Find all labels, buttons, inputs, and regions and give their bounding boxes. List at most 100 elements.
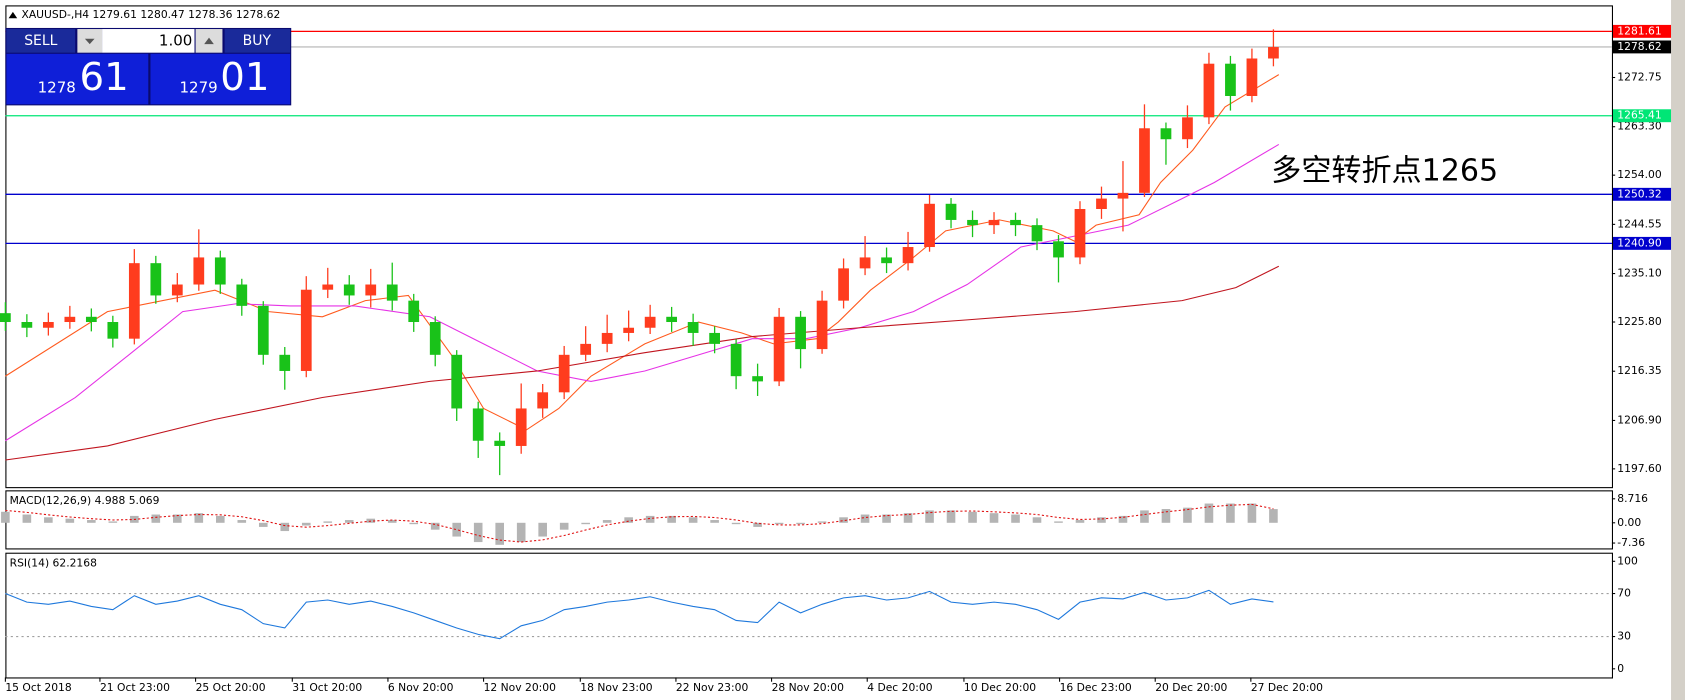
lot-field[interactable] [102, 29, 195, 53]
buy-price-box[interactable] [150, 53, 291, 105]
macd-bar [258, 522, 268, 527]
rsi-frame [5, 552, 1614, 679]
x-tick-label: 22 Nov 23:00 [676, 681, 749, 694]
macd-bar [1140, 510, 1149, 523]
price-tag [1613, 24, 1672, 38]
candle-body [601, 332, 613, 344]
candle-body [644, 316, 656, 328]
y-tick-label: 1216.35 [1617, 364, 1661, 377]
macd-bar [344, 520, 354, 523]
candle-body [558, 354, 570, 393]
y-tick-label: 0 [1617, 662, 1624, 675]
y-tick-label: 1235.10 [1617, 267, 1662, 280]
sell-price-pips: 61 [80, 55, 129, 100]
candle-body [171, 284, 183, 296]
candle-body [322, 284, 334, 290]
macd-bar [1032, 517, 1042, 523]
macd-signal [5, 503, 1274, 543]
symbol-info: XAUUSD-,H4 1279.61 1280.47 1278.36 1278.… [21, 8, 280, 21]
macd-bar [495, 522, 504, 545]
annotation: 多空转折点1265 [1271, 154, 1498, 189]
macd-bar [1247, 503, 1257, 523]
candle-body [128, 263, 140, 339]
macd-bar [22, 514, 32, 523]
macd-bar [860, 514, 870, 523]
candle-body [838, 268, 849, 301]
y-tick-label: 70 [1617, 587, 1631, 600]
macd-bar [731, 522, 741, 525]
price-tag-label: 1240.90 [1617, 236, 1662, 249]
price-tag-label: 1281.61 [1617, 24, 1661, 37]
macd-bar [194, 513, 204, 523]
buy-button[interactable] [224, 29, 291, 53]
one-click-trading: SELL 1.00 BUY 1278 61 1279 01 [5, 27, 292, 106]
macd-bar [1226, 503, 1235, 523]
macd-bar [473, 522, 483, 543]
macd-bar [173, 514, 182, 523]
plot-layer: 1197.60 1206.90 1216.35 1225.80 1235.10 1244.… [0, 24, 1672, 694]
candle-body [42, 322, 54, 328]
macd-bar [839, 517, 848, 523]
macd-bar [215, 515, 225, 523]
candle-body [773, 316, 785, 382]
candle-body [924, 203, 935, 248]
macd-bar [516, 522, 526, 543]
candle-body [1096, 198, 1107, 210]
y-tick-label: 1263.30 [1617, 120, 1662, 133]
macd-bar [796, 522, 805, 525]
y-tick-label: 8.716 [1617, 492, 1648, 505]
candle-body [752, 376, 763, 382]
y-tick-label: 1244.55 [1617, 217, 1661, 230]
macd-bar [1, 511, 10, 523]
macd-bar [602, 520, 612, 523]
macd-bar [946, 510, 956, 523]
candle-body [429, 322, 441, 355]
candle-body [1031, 225, 1043, 242]
macd-bar [1118, 515, 1128, 523]
macd-bar [1269, 509, 1278, 523]
macd-bar [452, 522, 462, 537]
macd-bar [1054, 521, 1063, 523]
sell-price-box[interactable] [6, 53, 149, 105]
candle-body [945, 203, 957, 220]
moving-average [5, 265, 1280, 461]
sell-price-prefix: 1278 [38, 79, 76, 97]
candle-body [687, 322, 699, 333]
macd-bar [301, 522, 311, 526]
sell-button[interactable] [6, 29, 76, 53]
candle-body [193, 257, 205, 285]
window-edge [1671, 0, 1685, 700]
x-tick-label: 4 Dec 20:00 [867, 681, 933, 694]
macd-bar [1204, 503, 1214, 523]
chart-header: XAUUSD-,H4 1279.61 1280.47 1278.36 1278.… [8, 8, 1498, 569]
candle-body [1053, 241, 1064, 258]
x-tick-label: 15 Oct 2018 [5, 681, 72, 694]
x-tick-label: 21 Oct 23:00 [100, 681, 170, 694]
macd-bar [65, 518, 75, 523]
candle-body [1160, 128, 1172, 140]
candle-body [1139, 128, 1150, 193]
y-tick-label: 1197.60 [1617, 462, 1662, 475]
candle-body [1010, 219, 1021, 226]
candle-body [1268, 47, 1279, 59]
macd-bar [882, 514, 891, 523]
y-tick-label: 1225.80 [1617, 315, 1662, 328]
x-tick-label: 28 Nov 20:00 [772, 681, 845, 694]
candle-body [300, 289, 312, 371]
candle-body [1117, 192, 1129, 199]
buy-label: BUY [243, 33, 272, 49]
y-tick-label: -7.36 [1617, 536, 1645, 549]
macd-bar [323, 521, 333, 523]
macd-bar [1161, 509, 1171, 523]
candle-body [107, 322, 119, 339]
price-tag-label: 1278.62 [1617, 40, 1661, 53]
candle-body [580, 343, 592, 355]
collapse-icon[interactable] [8, 11, 18, 19]
candle-body [257, 305, 269, 355]
candle-body [150, 263, 162, 296]
candle-body [537, 392, 549, 409]
price-tag-label: 1250.32 [1617, 187, 1661, 200]
